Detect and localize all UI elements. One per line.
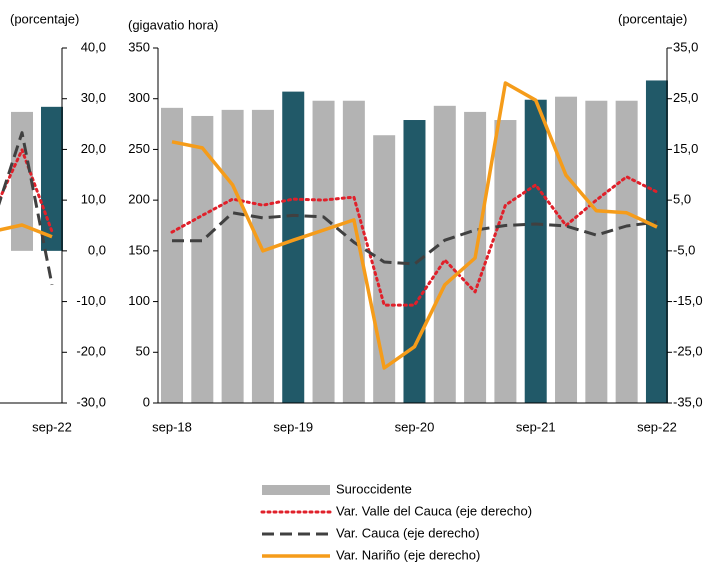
bar: [221, 109, 244, 403]
y2-tick-label: -20,0: [76, 344, 106, 359]
y-tick-label: 200: [128, 192, 150, 207]
y-tick-label: 350: [128, 39, 150, 54]
legend-label: Var. Valle del Cauca (eje derecho): [336, 503, 532, 518]
bar: [41, 106, 63, 251]
y-axis-title: (gigavatio hora): [128, 17, 218, 32]
bar: [191, 115, 214, 403]
y2-tick-label: -35,0: [673, 394, 703, 409]
x-tick-label: sep-20: [395, 419, 435, 434]
x-tick-label: sep-22: [32, 419, 72, 434]
legend-label: Var. Nariño (eje derecho): [336, 547, 480, 562]
y2-tick-label: -15,0: [673, 293, 703, 308]
y2-tick-label: 40,0: [81, 39, 106, 54]
bar: [585, 100, 608, 403]
line-series: [171, 81, 658, 370]
y-tick-label: 150: [128, 242, 150, 257]
y-tick-label: 300: [128, 90, 150, 105]
y2-tick-label: 20,0: [81, 141, 106, 156]
y2-tick-label: 25,0: [673, 90, 698, 105]
y-tick-label: 0: [143, 394, 150, 409]
y-tick-label: 50: [136, 344, 150, 359]
bar: [342, 100, 365, 403]
bar: [555, 96, 578, 403]
x-tick-label: sep-21: [516, 419, 556, 434]
bar: [312, 100, 335, 403]
y2-tick-label: 15,0: [673, 141, 698, 156]
legend-label: Suroccidente: [336, 481, 412, 496]
y-tick-label: 250: [128, 141, 150, 156]
line-series: [0, 223, 53, 239]
y2-tick-label: -25,0: [673, 344, 703, 359]
y2-axis-title: (porcentaje): [618, 11, 687, 26]
y2-axis-title: (porcentaje): [10, 11, 79, 26]
y2-tick-label: 10,0: [81, 192, 106, 207]
y2-tick-label: 30,0: [81, 90, 106, 105]
legend-swatch: [262, 485, 330, 495]
bar: [161, 107, 183, 403]
legend-label: Var. Cauca (eje derecho): [336, 525, 480, 540]
bar: [615, 100, 638, 403]
y2-tick-label: 5,0: [673, 192, 691, 207]
bar: [494, 120, 517, 403]
y2-tick-label: -10,0: [76, 293, 106, 308]
bar: [282, 91, 305, 403]
bar: [251, 109, 274, 403]
y2-tick-label: 35,0: [673, 39, 698, 54]
x-tick-label: sep-19: [273, 419, 313, 434]
bar: [524, 99, 547, 403]
line-series: [0, 148, 54, 234]
y-tick-label: 100: [128, 293, 150, 308]
bar: [645, 80, 668, 403]
y2-tick-label: 0,0: [88, 242, 106, 257]
line-series: [170, 175, 659, 307]
x-tick-label: sep-22: [637, 419, 677, 434]
y2-tick-label: -5,0: [673, 242, 695, 257]
line-series: [172, 211, 658, 266]
bar: [433, 105, 456, 404]
bar: [403, 120, 426, 403]
x-tick-label: sep-18: [152, 419, 192, 434]
y2-tick-label: -30,0: [76, 394, 106, 409]
